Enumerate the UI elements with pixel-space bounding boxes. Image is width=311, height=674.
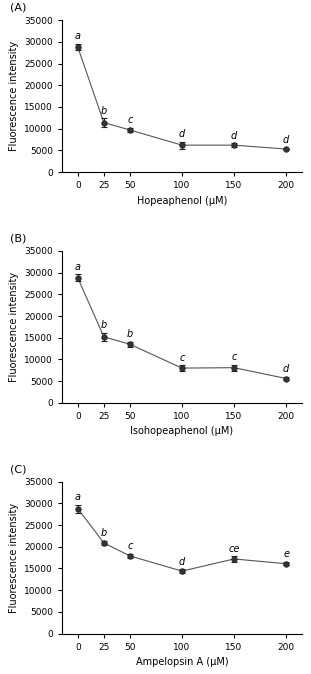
Text: ce: ce [228,544,240,553]
Text: c: c [127,115,132,125]
Y-axis label: Fluorescence intensity: Fluorescence intensity [9,272,19,382]
Text: c: c [231,352,237,362]
X-axis label: Isohopeaphenol (μM): Isohopeaphenol (μM) [130,427,234,436]
Text: c: c [179,353,185,363]
Text: d: d [283,365,289,375]
Text: d: d [179,557,185,567]
Text: b: b [101,319,107,330]
X-axis label: Hopeaphenol (μM): Hopeaphenol (μM) [137,195,227,206]
Text: a: a [75,262,81,272]
Text: d: d [179,129,185,139]
X-axis label: Ampelopsin A (μM): Ampelopsin A (μM) [136,657,228,667]
Text: a: a [75,492,81,502]
Y-axis label: Fluorescence intensity: Fluorescence intensity [9,41,19,151]
Text: b: b [101,106,107,115]
Text: b: b [101,528,107,539]
Text: (C): (C) [10,464,26,474]
Y-axis label: Fluorescence intensity: Fluorescence intensity [9,503,19,613]
Text: b: b [127,329,133,339]
Text: (B): (B) [10,233,26,243]
Text: e: e [283,549,289,559]
Text: (A): (A) [10,3,26,13]
Text: c: c [127,541,132,551]
Text: a: a [75,32,81,41]
Text: d: d [231,131,237,141]
Text: d: d [283,135,289,145]
